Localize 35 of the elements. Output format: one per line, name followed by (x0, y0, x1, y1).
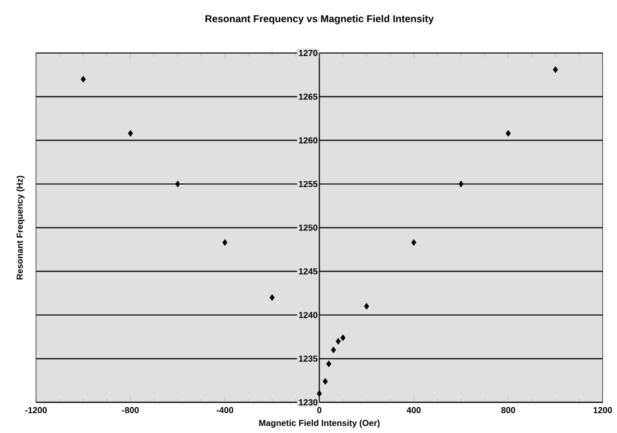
point (175, 180, 180, 188)
y-tick-label: 1260 (299, 137, 318, 144)
point (316, 390, 322, 397)
y-tick-label: 1240 (299, 312, 318, 318)
y-tick-label: 1270 (299, 50, 318, 56)
point (336, 338, 341, 344)
point (552, 66, 558, 73)
point (128, 130, 133, 137)
point (340, 334, 346, 341)
x-tick-label: 800 (501, 407, 516, 414)
point (326, 360, 332, 368)
y-tick-label: 1245 (299, 268, 318, 274)
y-tick-label: 1230 (299, 399, 318, 406)
x-tick-label: 0 (317, 407, 322, 414)
point (222, 239, 228, 246)
point (80, 76, 86, 82)
point (364, 303, 370, 310)
x-tick-label: 400 (406, 407, 421, 414)
point (506, 130, 511, 137)
y-tick-label: 1235 (299, 356, 318, 362)
point (322, 378, 328, 385)
chart-title: Resonant Frequency vs Magnetic Field Intensity (206, 14, 434, 24)
x-tick-label: 1200 (594, 407, 612, 414)
x-tick-label: -800 (122, 407, 139, 414)
x-tick-label: -1200 (25, 407, 47, 414)
y-tick-label: 1265 (299, 94, 318, 100)
point (331, 346, 336, 354)
point (411, 239, 416, 246)
y-tick-label: 1250 (299, 224, 318, 231)
y-tick-label: 1255 (299, 180, 318, 188)
point (270, 294, 275, 301)
x-tick-label: -400 (216, 407, 234, 414)
x-axis-title: Magnetic Field Intensity (Oer) (259, 420, 380, 428)
y-axis-title: Resonant Frequency (Hz) (16, 176, 24, 280)
point (458, 180, 464, 188)
